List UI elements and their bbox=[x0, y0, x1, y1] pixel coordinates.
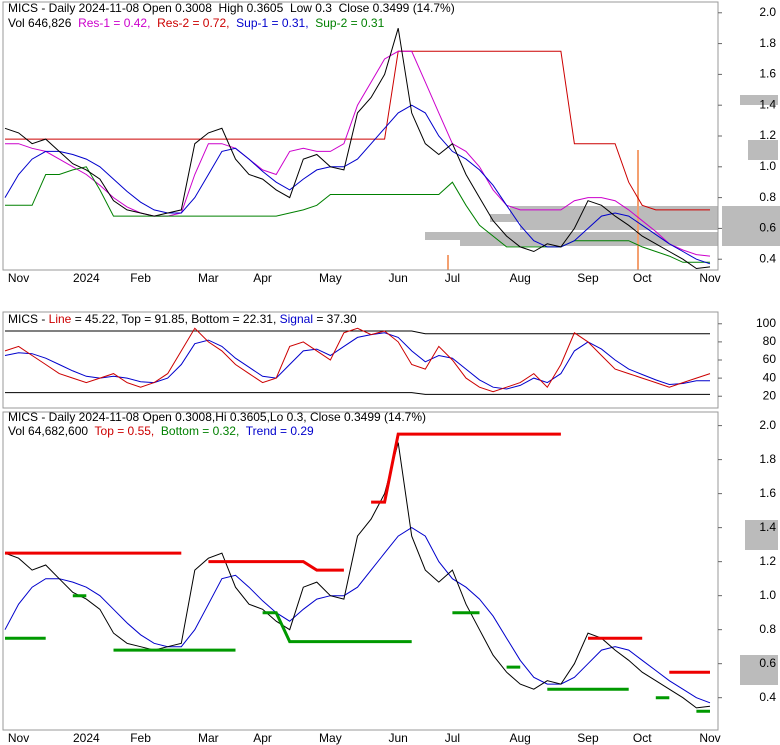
header-segment: Line bbox=[49, 312, 72, 326]
header-segment: Trend = 0.29 bbox=[239, 424, 314, 438]
y-tick-label: 0.6 bbox=[759, 221, 776, 235]
y-tick-label: 0.4 bbox=[759, 251, 776, 265]
y-tick-label: 1.6 bbox=[759, 486, 776, 500]
y-tick-label: 1.4 bbox=[759, 520, 776, 534]
series-line bbox=[4, 104, 711, 265]
volume-bar bbox=[425, 232, 718, 240]
volume-spikes bbox=[447, 150, 639, 270]
x-tick-label: 2024 bbox=[73, 731, 100, 745]
series-line bbox=[5, 594, 710, 713]
series-line bbox=[5, 50, 711, 257]
y-tick-label: 1.4 bbox=[759, 97, 776, 111]
y-tick-label: 80 bbox=[763, 334, 777, 348]
header-segment: Sup-2 = 0.31 bbox=[309, 16, 385, 30]
y-tick-label: 1.2 bbox=[759, 554, 776, 568]
x-tick-label: Aug bbox=[510, 271, 531, 285]
header-segment: Res-2 = 0.72, bbox=[150, 16, 229, 30]
header-segment: Vol 646,826 bbox=[8, 16, 78, 30]
series-line bbox=[4, 442, 711, 709]
header-text: Vol 646,826 Res-1 = 0.42, Res-2 = 0.72, … bbox=[8, 16, 385, 30]
header-segment: Sup-1 = 0.31, bbox=[229, 16, 308, 30]
header-text: Vol 64,682,600 Top = 0.55, Bottom = 0.32… bbox=[8, 424, 314, 438]
header-segment: Vol 64,682,600 bbox=[8, 424, 95, 438]
y-tick-label: 60 bbox=[763, 352, 777, 366]
header-text: MICS - Line = 45.22, Top = 91.85, Bottom… bbox=[8, 312, 357, 326]
x-tick-label: Oct bbox=[633, 731, 652, 745]
y-tick-label: 20 bbox=[763, 388, 777, 402]
header-segment: Signal bbox=[280, 312, 313, 326]
y-tick-label: 40 bbox=[763, 370, 777, 384]
series-line bbox=[4, 332, 710, 390]
y-tick-label: 2.0 bbox=[759, 418, 776, 432]
y-tick-label: 1.8 bbox=[759, 452, 776, 466]
volume-profile bbox=[425, 95, 780, 685]
header-segment: = 45.22, Top = 91.85, Bottom = 22.31, bbox=[71, 312, 279, 326]
x-tick-label: Jul bbox=[445, 271, 460, 285]
y-tick-label: 0.6 bbox=[759, 656, 776, 670]
volume-bar bbox=[740, 95, 778, 105]
volume-bar bbox=[748, 140, 778, 160]
x-tick-label: Aug bbox=[510, 731, 531, 745]
x-tick-label: Jun bbox=[388, 271, 407, 285]
header-text: MICS - Daily 2024-11-08 Open 0.3008,Hi 0… bbox=[8, 410, 426, 424]
volume-bar bbox=[460, 240, 718, 246]
x-tick-label: Nov bbox=[8, 731, 29, 745]
x-tick-label: May bbox=[319, 731, 342, 745]
x-tick-label: Feb bbox=[130, 271, 151, 285]
y-tick-label: 1.0 bbox=[759, 159, 776, 173]
panel-frame bbox=[2, 411, 719, 731]
series-line bbox=[5, 50, 710, 211]
header-segment: Bottom = 0.32, bbox=[154, 424, 239, 438]
volume-bar bbox=[740, 655, 778, 685]
y-tick-label: 1.6 bbox=[759, 67, 776, 81]
series-line bbox=[4, 327, 711, 393]
x-tick-label: 2024 bbox=[73, 271, 100, 285]
x-tick-label: Nov bbox=[699, 731, 720, 745]
x-tick-label: Jul bbox=[445, 731, 460, 745]
x-tick-label: Sep bbox=[577, 731, 599, 745]
series-line bbox=[5, 392, 710, 395]
x-tick-label: Mar bbox=[198, 731, 219, 745]
y-tick-label: 100 bbox=[756, 316, 776, 330]
volume-bar bbox=[722, 206, 780, 246]
series-line bbox=[5, 330, 710, 335]
volume-bar bbox=[490, 214, 718, 222]
header-text: MICS - Daily 2024-11-08 Open 0.3008 High… bbox=[8, 1, 455, 15]
header-segment: Res-1 = 0.42, bbox=[78, 16, 150, 30]
series-line bbox=[4, 527, 711, 704]
y-tick-label: 1.8 bbox=[759, 36, 776, 50]
x-tick-label: Feb bbox=[130, 731, 151, 745]
header-segment: MICS - bbox=[8, 312, 49, 326]
x-tick-label: Apr bbox=[253, 731, 272, 745]
y-tick-label: 0.4 bbox=[759, 690, 776, 704]
volume-bar bbox=[745, 520, 778, 550]
x-tick-label: Oct bbox=[633, 271, 652, 285]
volume-bar bbox=[520, 222, 718, 230]
x-tick-label: Nov bbox=[699, 271, 720, 285]
series-line bbox=[5, 432, 710, 674]
volume-spike bbox=[637, 150, 639, 270]
header-segment: MICS - Daily 2024-11-08 Open 0.3008,Hi 0… bbox=[8, 410, 426, 424]
volume-bar bbox=[510, 206, 718, 214]
x-tick-label: May bbox=[319, 271, 342, 285]
volume-spike bbox=[447, 255, 449, 270]
y-tick-label: 0.8 bbox=[759, 622, 776, 636]
header-segment: MICS - Daily 2024-11-08 Open 0.3008 High… bbox=[8, 1, 455, 15]
series-line bbox=[5, 166, 710, 263]
x-tick-label: Sep bbox=[577, 271, 599, 285]
series-line bbox=[4, 28, 711, 270]
y-tick-label: 1.0 bbox=[759, 588, 776, 602]
header-segment: = 37.30 bbox=[313, 312, 357, 326]
y-tick-label: 1.2 bbox=[759, 128, 776, 142]
y-tick-label: 0.8 bbox=[759, 190, 776, 204]
y-tick-label: 2.0 bbox=[759, 5, 776, 19]
header-segment: Top = 0.55, bbox=[95, 424, 155, 438]
x-tick-label: Mar bbox=[198, 271, 219, 285]
x-tick-label: Jun bbox=[388, 731, 407, 745]
x-tick-label: Nov bbox=[8, 271, 29, 285]
x-tick-label: Apr bbox=[253, 271, 272, 285]
